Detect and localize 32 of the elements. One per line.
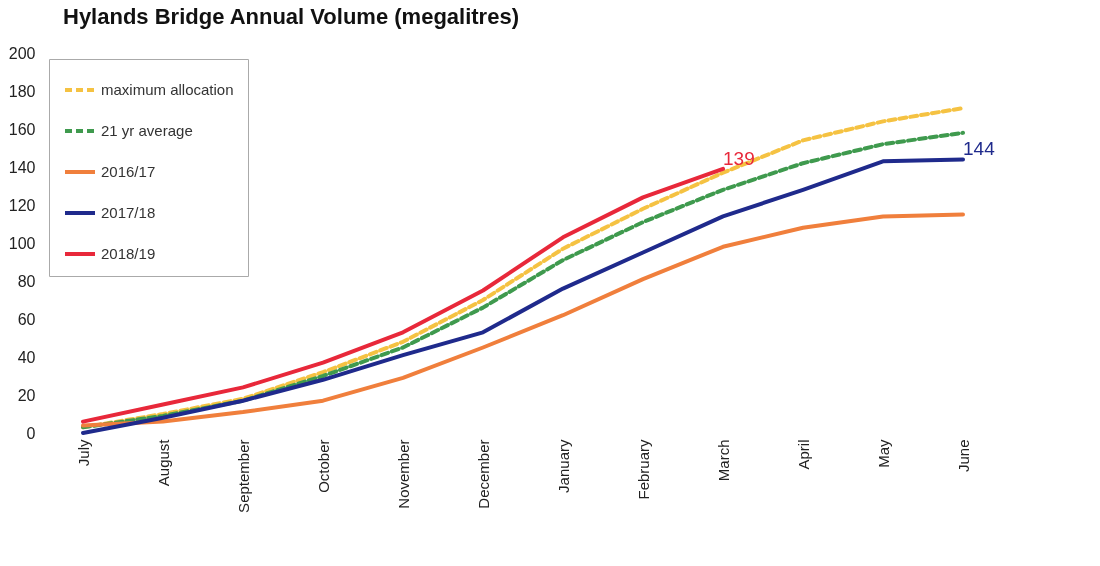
y-tick-label: 140 xyxy=(8,158,36,176)
chart-title: Hylands Bridge Annual Volume (megalitres) xyxy=(63,4,519,29)
y-tick-label: 100 xyxy=(8,234,36,252)
legend-label: 21 yr average xyxy=(101,122,193,139)
x-tick-label: November xyxy=(394,439,412,509)
annotation: 139 xyxy=(723,147,755,169)
x-tick-label: January xyxy=(554,439,572,493)
y-tick-label: 180 xyxy=(8,82,36,100)
y-tick-label: 40 xyxy=(17,348,36,366)
legend-label: 2018/19 xyxy=(101,245,156,262)
x-tick-label: April xyxy=(794,439,812,470)
y-tick-label: 60 xyxy=(17,310,36,328)
legend-label: maximum allocation xyxy=(101,81,234,98)
y-tick-label: 80 xyxy=(17,272,36,290)
y-tick-label: 120 xyxy=(8,196,36,214)
x-tick-label: August xyxy=(154,438,172,487)
x-tick-label: February xyxy=(634,439,652,500)
x-tick-label: March xyxy=(714,439,732,482)
x-tick-label: May xyxy=(874,439,892,468)
x-tick-label: December xyxy=(474,439,492,509)
y-tick-label: 160 xyxy=(8,120,36,138)
x-tick-label: October xyxy=(314,439,332,493)
y-tick-label: 0 xyxy=(26,424,36,442)
y-tick-label: 200 xyxy=(8,44,36,62)
annotation: 144 xyxy=(963,138,996,160)
legend-label: 2016/17 xyxy=(101,163,156,180)
x-tick-label: June xyxy=(954,439,972,473)
line-series xyxy=(81,166,725,424)
y-tick-label: 20 xyxy=(17,386,36,404)
x-tick-label: July xyxy=(74,439,92,467)
x-tick-label: September xyxy=(234,439,252,513)
legend-label: 2017/18 xyxy=(101,204,156,221)
